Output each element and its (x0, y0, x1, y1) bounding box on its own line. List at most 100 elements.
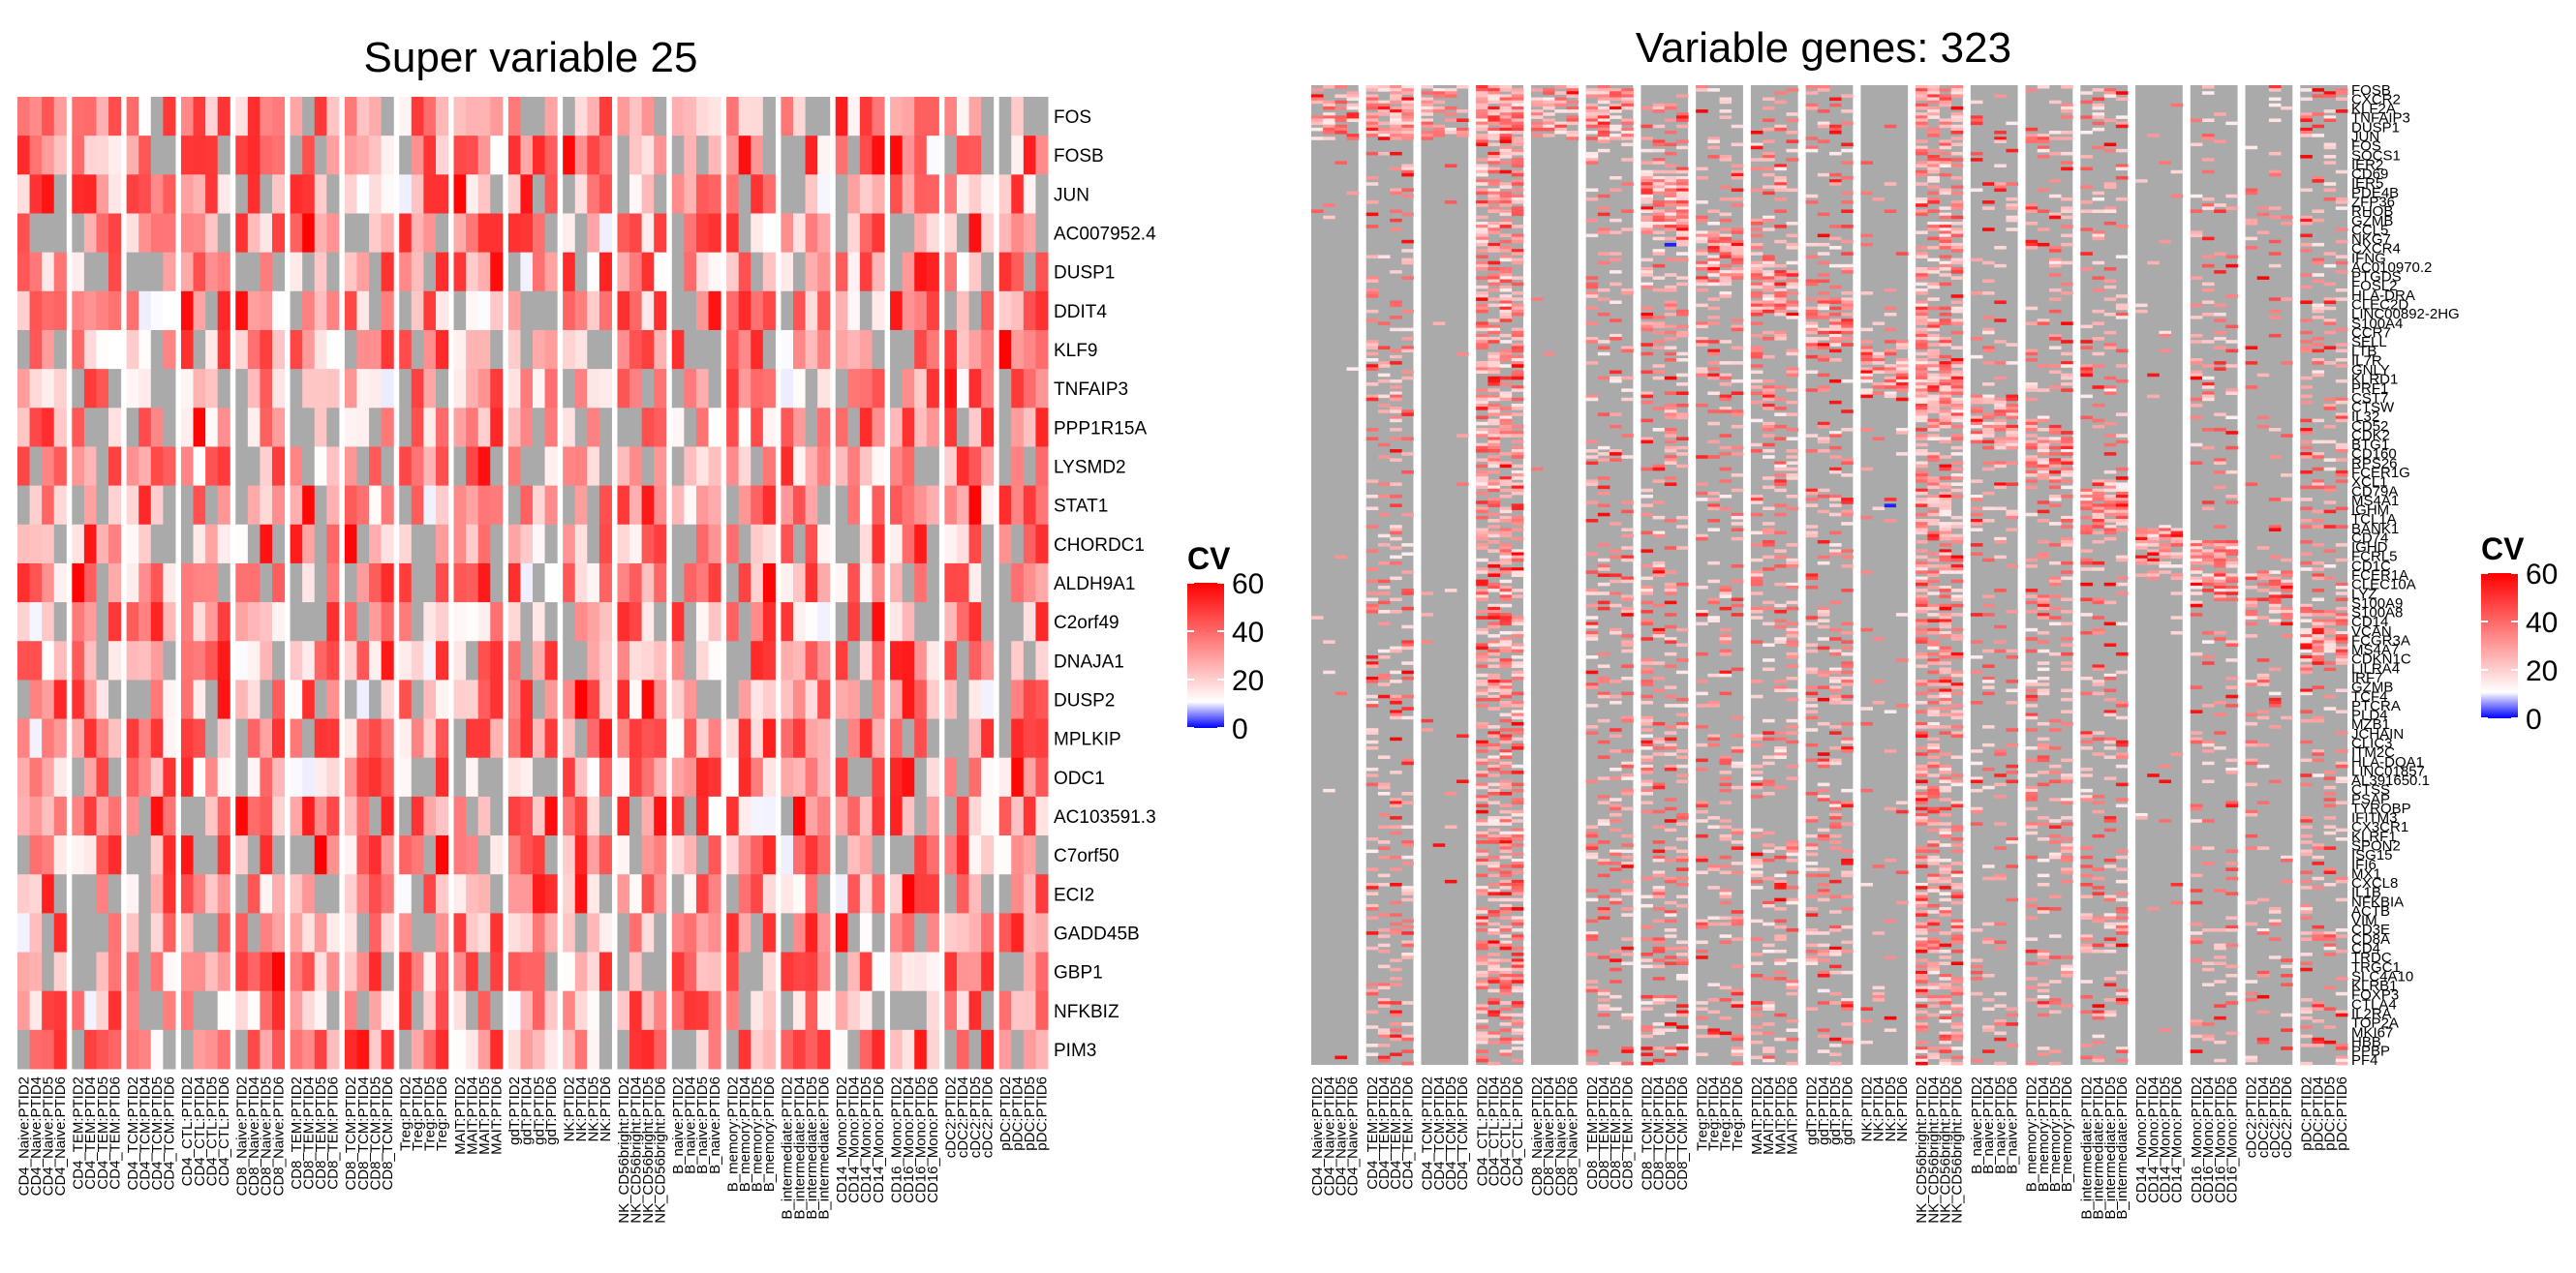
heatmap-cell (1487, 106, 1500, 110)
heatmap-cell (684, 174, 697, 214)
heatmap-cell (435, 213, 449, 254)
heatmap-cell (1585, 136, 1599, 140)
heatmap-cell (1499, 464, 1513, 469)
heatmap-cell (1365, 94, 1379, 98)
heatmap-cell (1652, 746, 1666, 750)
heatmap-cell (1719, 479, 1733, 483)
heatmap-cell (1487, 688, 1500, 693)
heatmap-cell (533, 213, 546, 254)
heatmap-cell (1499, 246, 1513, 250)
heatmap-cell (1641, 351, 1653, 356)
heatmap-cell (781, 524, 794, 564)
heatmap-cell (1610, 803, 1622, 808)
heatmap-cell (1476, 227, 1488, 231)
heatmap-cell (1641, 728, 1653, 732)
heatmap-cell (762, 213, 776, 254)
heatmap-cell (435, 874, 449, 914)
heatmap-cell (1499, 194, 1513, 198)
heatmap-cell (1323, 106, 1335, 110)
heatmap-cell (1641, 467, 1653, 471)
heatmap-cell (1444, 94, 1457, 98)
heatmap-cell (235, 562, 249, 603)
heatmap-cell (1707, 321, 1720, 325)
heatmap-cell (1664, 694, 1677, 699)
heatmap-cell (1664, 919, 1677, 924)
heatmap-cell (369, 329, 383, 370)
heatmap-cell (83, 136, 97, 175)
heatmap-cell (1511, 448, 1524, 453)
heatmap-cell (1675, 977, 1689, 981)
heatmap-cell (1707, 221, 1720, 226)
heatmap-cell (793, 485, 807, 526)
heatmap-cell (1829, 236, 1842, 241)
heatmap-cell (805, 485, 818, 526)
heatmap-cell (53, 562, 67, 603)
heatmap-cell (1641, 185, 1653, 189)
heatmap-cell (574, 290, 588, 331)
heatmap-cell (1652, 870, 1666, 875)
heatmap-cell (684, 796, 697, 836)
heatmap-cell (1487, 734, 1500, 739)
heatmap-cell (1652, 321, 1666, 325)
heatmap-cell (1652, 276, 1666, 280)
heatmap-cell (1499, 903, 1513, 908)
heatmap-cell (217, 97, 230, 136)
heatmap-cell (1817, 761, 1830, 766)
heatmap-cell (1511, 194, 1524, 198)
heatmap-cell (126, 524, 139, 564)
heatmap-cell (1365, 100, 1379, 105)
heatmap-cell (1476, 172, 1488, 177)
heatmap-cell (617, 252, 630, 292)
heatmap-cell (817, 874, 831, 914)
heatmap-cell (914, 174, 928, 214)
heatmap-cell (1585, 589, 1599, 592)
heatmap-cell (1323, 100, 1335, 105)
heatmap-cell (1487, 755, 1500, 759)
heatmap-cell (1817, 873, 1830, 878)
heatmap-cell (1487, 249, 1500, 253)
heatmap-cell (1641, 667, 1653, 672)
heatmap-cell (235, 835, 249, 875)
heatmap-cell (1377, 873, 1391, 878)
heatmap-cell (1487, 977, 1500, 981)
heatmap-cell (1499, 616, 1513, 620)
heatmap-cell (314, 174, 327, 214)
heatmap-cell (302, 524, 316, 564)
heatmap-cell (981, 136, 995, 175)
heatmap-cell (290, 874, 303, 914)
heatmap-group-background (1970, 85, 2018, 1065)
heatmap-cell (1499, 488, 1513, 493)
heatmap-cell (1621, 94, 1634, 98)
heatmap-cell (1377, 346, 1391, 349)
heatmap-cell (1487, 652, 1500, 656)
heatmap-cell (1401, 239, 1414, 244)
heatmap-cell (1511, 937, 1524, 941)
heatmap-cell (150, 562, 164, 603)
heatmap-cell (793, 408, 807, 447)
heatmap-cell (1554, 97, 1567, 102)
heatmap-cell (708, 485, 721, 526)
heatmap-cell (1390, 106, 1402, 110)
heatmap-cell (1641, 894, 1653, 899)
heatmap-cell (344, 680, 357, 720)
heatmap-cell (738, 446, 751, 487)
heatmap-cell (1731, 1052, 1744, 1056)
column-label: B_intermediate:PTID4 (791, 1076, 808, 1220)
heatmap-cell (1487, 297, 1500, 301)
heatmap-cell (1817, 279, 1830, 284)
heatmap-cell (726, 602, 740, 642)
heatmap-cell (574, 524, 588, 564)
heatmap-cell (708, 952, 721, 992)
heatmap-cell (1377, 855, 1391, 860)
heatmap-cell (1401, 100, 1414, 105)
heatmap-cell (1511, 370, 1524, 375)
heatmap-cell (956, 485, 970, 526)
heatmap-cell (902, 290, 915, 331)
heatmap-cell (29, 408, 43, 447)
heatmap-cell (1401, 452, 1414, 456)
heatmap-cell (1365, 506, 1379, 511)
heatmap-cell (344, 446, 357, 487)
heatmap-cell (859, 252, 873, 292)
heatmap-cell (1390, 710, 1402, 713)
heatmap-cell (326, 446, 340, 487)
